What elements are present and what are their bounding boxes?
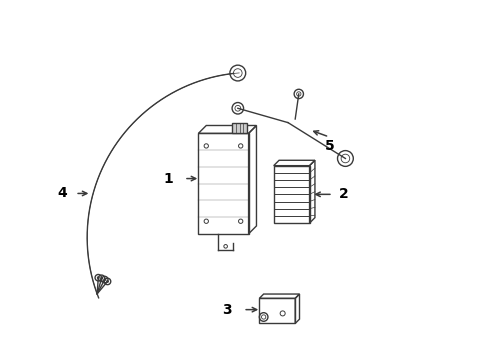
Text: 2: 2 bbox=[339, 187, 348, 201]
Text: 4: 4 bbox=[58, 186, 68, 201]
Circle shape bbox=[106, 280, 109, 283]
Text: 3: 3 bbox=[222, 303, 232, 317]
Circle shape bbox=[103, 278, 106, 281]
Circle shape bbox=[100, 277, 103, 280]
Text: 1: 1 bbox=[163, 172, 173, 185]
Circle shape bbox=[97, 276, 100, 279]
Text: 5: 5 bbox=[324, 139, 334, 153]
Polygon shape bbox=[232, 123, 247, 134]
